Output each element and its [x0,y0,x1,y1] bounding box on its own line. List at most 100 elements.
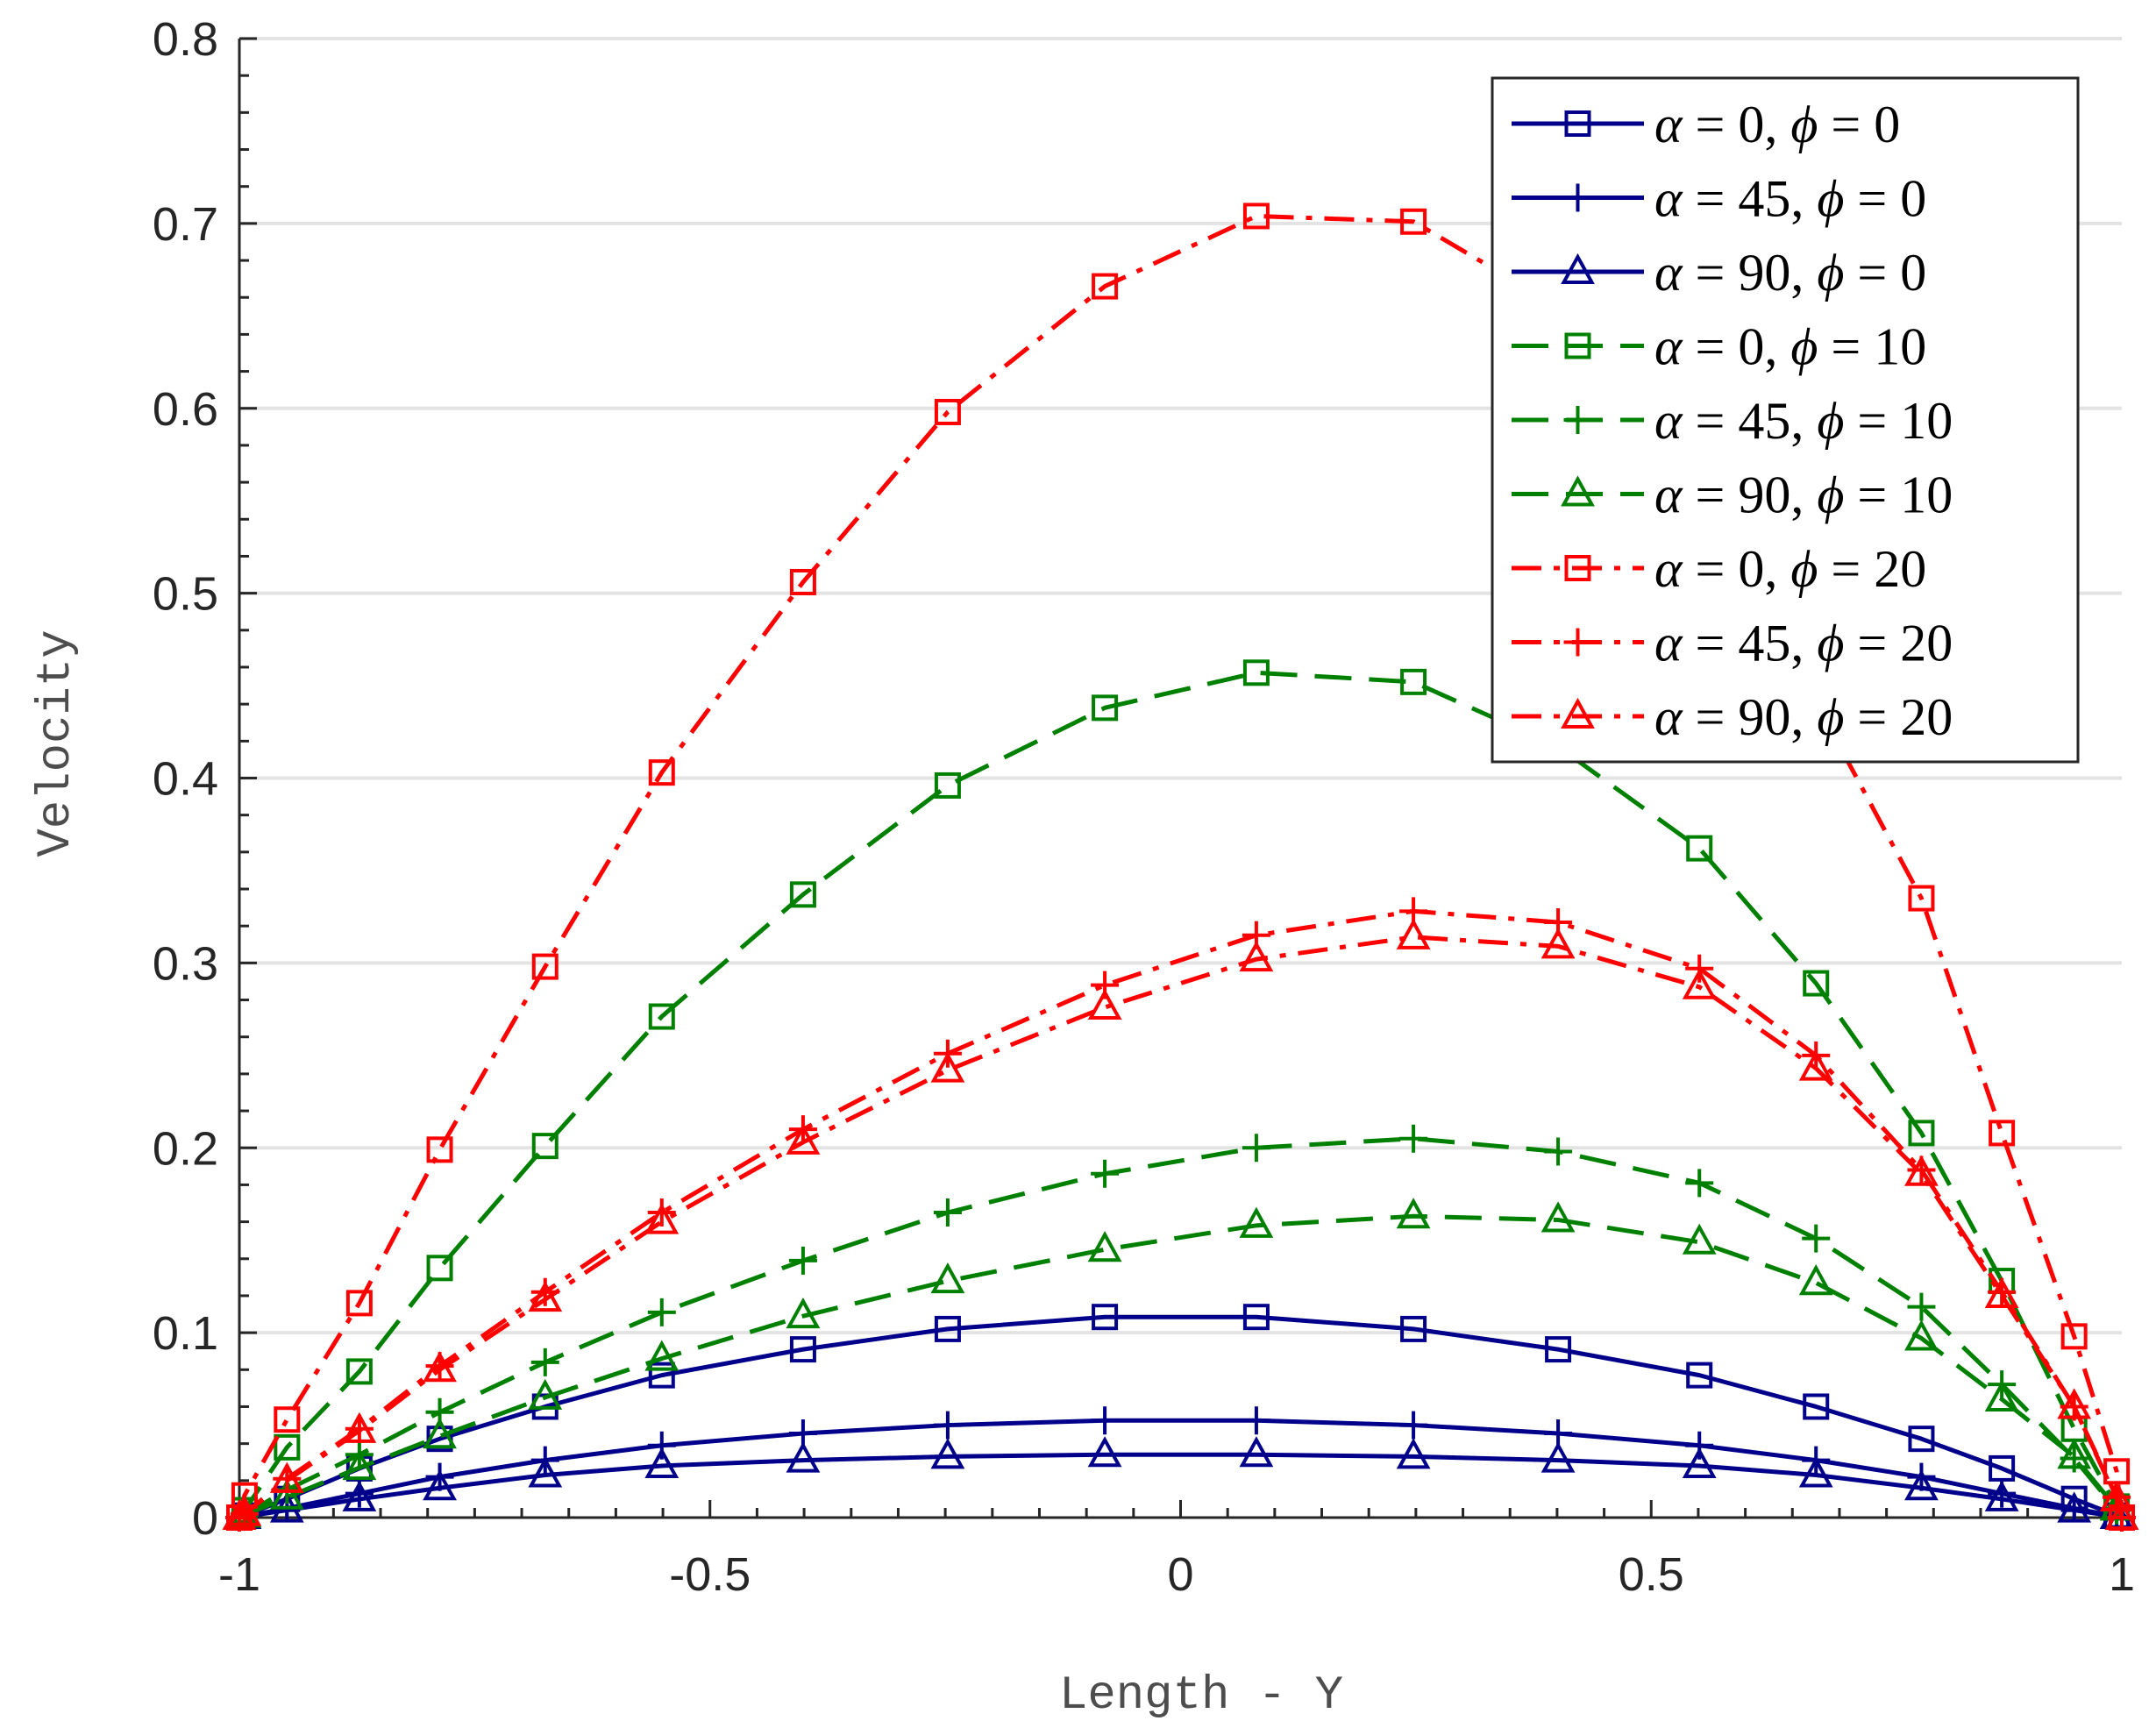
legend-label: α = 90, ϕ = 20 [1654,688,1953,746]
data-point [930,1051,965,1083]
data-point [644,1203,680,1234]
data-point [1798,1264,1833,1296]
data-point [1087,1231,1122,1262]
series-line [237,213,2124,1518]
legend-marker [1563,406,1592,434]
data-point [1092,694,1119,722]
data-point [1396,918,1431,949]
data-point [1400,668,1427,695]
data-point [1092,273,1119,300]
legend-marker [1563,183,1592,212]
y-tick-label: 0.8 [153,13,218,66]
data-point [423,1351,457,1383]
data-point [1682,1223,1717,1255]
data-point [1400,1315,1427,1342]
data-point [1239,941,1274,972]
data-point [342,1448,377,1481]
data-point [1242,203,1270,230]
data-point [930,1262,965,1294]
data-point [1984,1276,2019,1308]
data-point [1541,1201,1576,1233]
data-point [1396,1198,1431,1229]
data-point [423,1418,457,1449]
legend-marker [1561,475,1595,507]
data-point [1087,988,1122,1020]
data-point [1242,1134,1270,1163]
data-point [1239,1436,1274,1468]
data-point [222,1498,257,1530]
data-point [531,1133,559,1160]
data-point [1545,1336,1572,1363]
legend-label: α = 45, ϕ = 20 [1654,615,1953,672]
data-point [648,759,675,786]
legend-label: α = 45, ϕ = 0 [1654,170,1926,228]
data-point [1908,1426,1935,1453]
data-point [934,1315,961,1342]
data-point [1544,1137,1573,1166]
legend-marker [1564,110,1591,137]
x-tick-label: 0.5 [1619,1548,1684,1601]
data-point [1242,659,1270,686]
data-point [789,568,816,595]
data-point [2057,1388,2092,1419]
data-point [934,398,961,425]
data-point [269,1478,304,1510]
data-point [1685,1169,1714,1198]
x-tick-label: -1 [218,1548,260,1601]
series-2 [222,1436,2139,1530]
legend-label: α = 90, ϕ = 0 [1654,244,1926,302]
data-point [345,1290,373,1317]
data-point [269,1461,304,1493]
data-point [1686,835,1713,862]
y-axis-title: Velocity [30,629,83,857]
data-point [789,881,816,908]
legend-marker [1561,697,1595,729]
data-point [1087,1436,1122,1468]
series-line [237,670,2124,1519]
series-line [238,1418,2123,1520]
data-point [2057,1438,2092,1469]
legend-label: α = 0, ϕ = 0 [1654,96,1900,153]
data-point [2104,1498,2139,1530]
data-point [1686,1362,1713,1389]
data-point [1682,1447,1717,1478]
data-point [2060,1323,2088,1350]
data-point [1904,1155,1939,1186]
data-point [274,1433,301,1461]
data-point [1682,968,1717,999]
legend-label: α = 90, ϕ = 10 [1654,466,1953,524]
data-point [644,1447,680,1478]
series-line [238,1213,2124,1520]
x-tick-label: -0.5 [669,1548,751,1601]
data-point [1685,1431,1714,1460]
data-point [1091,1159,1120,1188]
y-tick-label: 0.1 [153,1307,218,1360]
y-tick-label: 0.7 [153,198,218,251]
data-point [1399,1124,1428,1153]
data-point [528,1281,563,1312]
data-point [1541,1441,1576,1473]
data-point [342,1480,377,1511]
data-point [1904,1319,1939,1351]
data-point [1904,1469,1939,1501]
data-point [345,1358,373,1385]
data-point [934,772,961,799]
series-8 [222,918,2139,1530]
legend: α = 0, ϕ = 0 α = 45, ϕ = 0 α = 90, ϕ = 0 α … [1491,76,2080,764]
data-point [274,1406,301,1433]
data-point [227,1495,262,1526]
data-point [647,1298,676,1326]
data-point [1242,1406,1270,1435]
data-point [342,1411,377,1443]
data-point [1541,928,1576,959]
data-point [1803,1393,1830,1420]
data-point [1091,1406,1120,1435]
data-point [1984,1480,2019,1511]
x-tick-label: 0 [1167,1548,1193,1601]
legend-label: α = 0, ϕ = 10 [1654,318,1926,376]
data-point [1092,1304,1119,1331]
data-point [1984,1380,2019,1412]
data-point [1803,970,1830,997]
series-layer [222,203,2139,1532]
